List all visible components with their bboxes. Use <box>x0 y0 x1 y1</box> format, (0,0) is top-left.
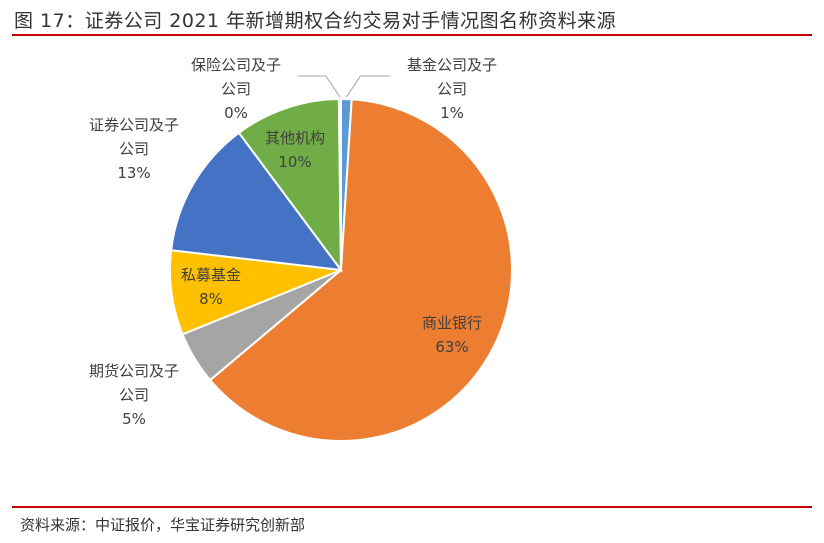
slice-label-4: 证券公司及子公司 13% <box>89 116 179 182</box>
pie-slice-5 <box>237 98 343 274</box>
leader-line-0 <box>346 75 390 98</box>
pie-slice-6 <box>337 97 342 271</box>
slice-label-0: 基金公司及子公司 1% <box>407 56 497 122</box>
pie-slice-4 <box>170 131 344 272</box>
pie-slice-1 <box>208 98 513 442</box>
top-divider <box>12 34 812 36</box>
slice-label-5: 其他机构 10% <box>265 129 325 171</box>
chart-title: 图 17：证券公司 2021 年新增期权合约交易对手情况图名称资料来源 <box>14 10 617 32</box>
slice-label-2: 期货公司及子公司 5% <box>89 362 179 428</box>
slice-label-6: 保险公司及子公司 0% <box>191 56 281 122</box>
slice-label-1: 商业银行 63% <box>422 314 482 356</box>
leader-line-6 <box>298 75 341 98</box>
source-note: 资料来源：中证报价，华宝证券研究创新部 <box>20 516 306 534</box>
slice-label-3: 私募基金 8% <box>181 266 241 308</box>
bottom-divider <box>12 506 812 508</box>
